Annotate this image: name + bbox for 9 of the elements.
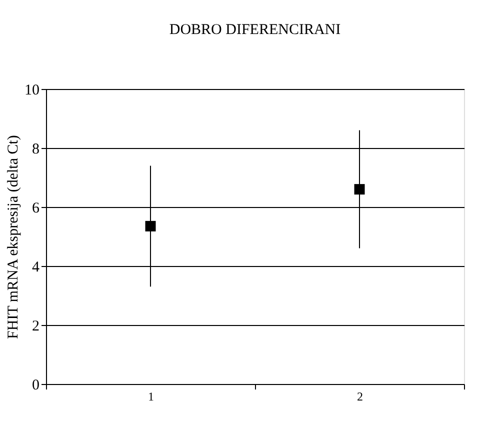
y-tick-label: 8 <box>32 142 40 158</box>
y-tick-label: 0 <box>32 378 40 394</box>
y-tick-label: 2 <box>32 318 40 334</box>
y-tick-label: 10 <box>24 82 40 98</box>
y-tick-label: 6 <box>32 200 40 216</box>
y-tick-label: 4 <box>32 260 40 276</box>
chart-title: DOBRO DIFERENCIRANI <box>169 22 341 38</box>
y-axis-title: FHIT mRNA ekspresija (delta Ct) <box>6 135 22 339</box>
x-tick-label: 1 <box>148 390 154 404</box>
